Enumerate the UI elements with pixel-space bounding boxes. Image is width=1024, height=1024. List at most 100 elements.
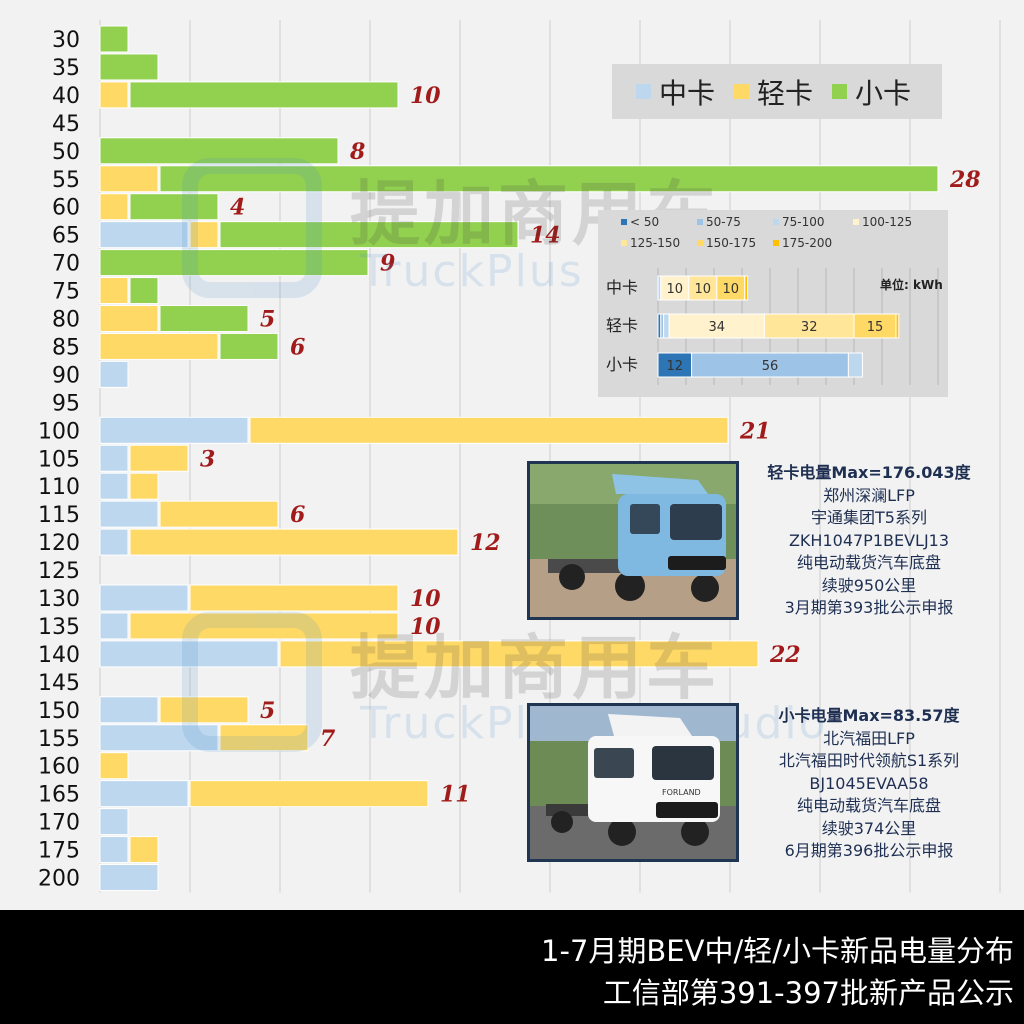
mini-truck-info: 小卡电量Max=83.57度 北汽福田LFP 北汽福田时代领航S1系列 BJ10… xyxy=(734,705,1004,863)
light-truck-info: 轻卡电量Max=176.043度 郑州深澜LFP 宇通集团T5系列 ZKH104… xyxy=(734,462,1004,620)
inset-bar-segment xyxy=(691,352,849,378)
legend-item-mini: 小卡 xyxy=(832,64,911,119)
data-label: 7 xyxy=(320,726,336,752)
light-truck-info-line: 宇通集团T5系列 xyxy=(811,508,927,527)
inset-bar-segment xyxy=(660,275,690,301)
y-tick-label: 70 xyxy=(52,252,80,277)
footer-bar: 1-7月期BEV中/轻/小卡新品电量分布 工信部第391-397批新产品公示 xyxy=(0,910,1024,1024)
y-tick-label: 65 xyxy=(52,224,80,249)
data-label: 5 xyxy=(260,307,275,333)
inset-bar-chart: < 50 50-75 75-100 100-125 125-150 150-175 175-… xyxy=(606,215,943,385)
data-label: 12 xyxy=(470,530,501,556)
bar-segment xyxy=(99,500,159,528)
inset-bar-segment xyxy=(668,313,765,339)
y-tick-label: 160 xyxy=(38,755,80,780)
bar-segment xyxy=(99,724,219,752)
bar-segment xyxy=(99,752,129,780)
inset-legend-swatch xyxy=(621,240,627,246)
inset-bar-segment xyxy=(716,275,746,301)
bar-segment xyxy=(189,584,399,612)
bar-segment xyxy=(249,416,729,444)
inset-segment-label: 10 xyxy=(695,282,712,297)
y-tick-label: 30 xyxy=(52,28,80,53)
bar-segment xyxy=(129,528,459,556)
inset-legend-label: 125-150 xyxy=(630,236,680,250)
data-label: 22 xyxy=(769,642,801,668)
y-tick-label: 140 xyxy=(38,643,80,668)
bar-segment xyxy=(159,696,249,724)
inset-bar-segment xyxy=(853,313,897,339)
legend-label-light: 轻卡 xyxy=(757,76,814,110)
inset-segment-label: 12 xyxy=(667,359,684,374)
light-truck-image xyxy=(530,464,736,617)
bar-segment xyxy=(219,221,519,249)
inset-bar-segment xyxy=(763,313,855,339)
bar-segment xyxy=(99,221,189,249)
capacity-inset-chart: < 50 50-75 75-100 100-125 125-150 150-175 175-… xyxy=(598,210,948,397)
bar-segment xyxy=(99,416,249,444)
y-tick-label: 45 xyxy=(52,112,80,137)
main-legend: 中卡 轻卡 小卡 xyxy=(612,64,942,119)
legend-item-light: 轻卡 xyxy=(734,64,813,119)
bar-segment xyxy=(189,221,219,249)
y-tick-label: 90 xyxy=(52,363,80,388)
data-label: 10 xyxy=(410,586,441,612)
inset-unit-label: 单位: kWh xyxy=(880,277,943,292)
light-truck-info-line: ZKH1047P1BEVLJ13 xyxy=(788,530,950,550)
inset-bar-segment xyxy=(847,352,863,378)
mini-truck-image: FORLAND xyxy=(530,706,736,859)
bar-segment xyxy=(219,332,279,360)
bar-segment xyxy=(99,640,279,668)
data-label: 10 xyxy=(410,614,441,640)
mini-truck-info-line: 北汽福田LFP xyxy=(823,728,915,748)
bar-segment xyxy=(99,277,129,305)
bar-segment xyxy=(99,780,189,808)
y-tick-label: 85 xyxy=(52,335,80,360)
legend-swatch-medium xyxy=(636,84,651,99)
y-tick-label: 95 xyxy=(52,391,80,416)
inset-bar-segment xyxy=(895,313,900,339)
bar-segment xyxy=(99,696,159,724)
data-label: 21 xyxy=(739,418,771,444)
bar-segment xyxy=(279,640,759,668)
bar-segment xyxy=(99,137,339,165)
data-label: 5 xyxy=(260,698,275,724)
bar-segment xyxy=(99,165,159,193)
bar-segment xyxy=(129,444,189,472)
inset-legend-swatch xyxy=(853,219,859,225)
bar-segment xyxy=(99,249,369,277)
y-tick-label: 105 xyxy=(38,447,80,472)
y-tick-label: 145 xyxy=(38,671,80,696)
y-tick-label: 165 xyxy=(38,783,80,808)
inset-bar-segment xyxy=(744,275,749,301)
mini-truck-info-head: 小卡电量Max=83.57度 xyxy=(778,706,960,725)
data-label: 4 xyxy=(230,195,245,221)
bar-segment xyxy=(99,332,219,360)
bar-segment xyxy=(129,612,399,640)
legend-label-medium: 中卡 xyxy=(659,76,716,110)
inset-legend-swatch xyxy=(697,240,703,246)
data-label: 9 xyxy=(380,251,395,277)
bar-segment xyxy=(99,808,129,836)
inset-segment-label: 10 xyxy=(667,282,684,297)
inset-segment-label: 34 xyxy=(709,320,726,335)
light-truck-info-head: 轻卡电量Max=176.043度 xyxy=(767,463,971,482)
inset-bar-segment xyxy=(688,275,718,301)
inset-legend-swatch xyxy=(621,219,627,225)
y-tick-label: 75 xyxy=(52,280,80,305)
bar-segment xyxy=(99,305,159,332)
y-tick-label: 125 xyxy=(38,559,80,584)
y-tick-label: 115 xyxy=(38,503,80,528)
data-label: 6 xyxy=(290,334,305,360)
bar-segment xyxy=(129,193,219,221)
inset-legend-swatch xyxy=(773,240,779,246)
bar-segment xyxy=(129,81,399,109)
inset-bar-segment xyxy=(663,313,670,339)
y-tick-label: 155 xyxy=(38,727,80,752)
y-tick-label: 135 xyxy=(38,615,80,640)
legend-item-medium: 中卡 xyxy=(636,64,715,119)
mini-truck-photo: FORLAND xyxy=(527,703,739,862)
data-label: 14 xyxy=(530,223,561,249)
bar-segment xyxy=(99,81,129,109)
inset-legend-label: 150-175 xyxy=(706,236,756,250)
